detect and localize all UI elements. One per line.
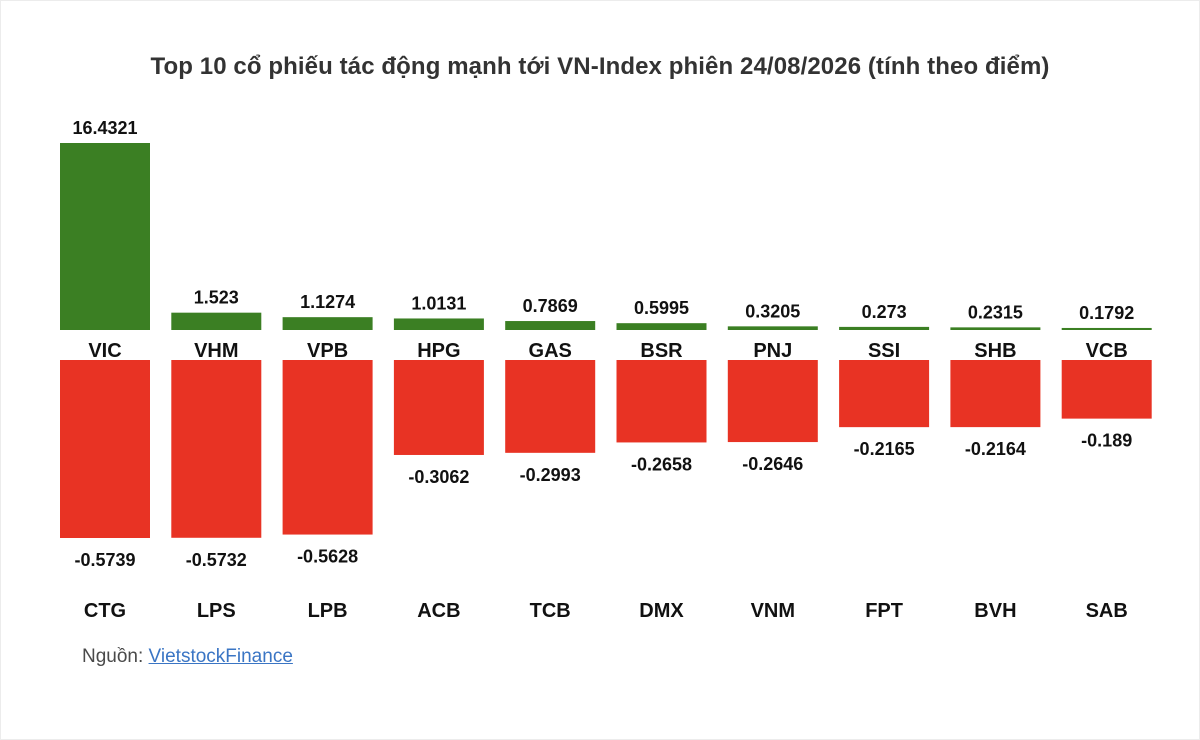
value-label-negative-sab: -0.189 [1081, 431, 1132, 451]
value-label-positive-ssi: 0.273 [862, 302, 907, 322]
value-label-negative-acb: -0.3062 [408, 467, 469, 487]
bar-positive-gas [505, 321, 596, 330]
value-label-positive-bsr: 0.5995 [634, 298, 689, 318]
bar-negative-acb [393, 360, 484, 455]
value-label-negative-bvh: -0.2164 [965, 439, 1026, 459]
category-label-negative-lps: LPS [197, 600, 236, 622]
bar-negative-ctg [60, 360, 150, 538]
bar-negative-sab [1061, 360, 1152, 419]
category-label-negative-acb: ACB [417, 600, 460, 622]
source-link[interactable]: VietstockFinance [148, 646, 293, 667]
value-label-positive-shb: 0.2315 [968, 302, 1023, 322]
category-label-positive-vpb: VPB [307, 340, 348, 362]
category-label-negative-fpt: FPT [865, 600, 903, 622]
bar-positive-ssi [839, 326, 930, 330]
bar-positive-vic [60, 143, 150, 330]
value-label-negative-vnm: -0.2646 [742, 454, 803, 474]
category-label-negative-dmx: DMX [639, 600, 684, 622]
value-label-positive-vhm: 1.523 [194, 288, 239, 308]
value-label-negative-dmx: -0.2658 [631, 454, 692, 474]
bar-negative-lps [171, 360, 262, 538]
category-label-positive-ssi: SSI [868, 340, 900, 362]
bar-positive-hpg [393, 318, 484, 330]
value-label-positive-vic: 16.4321 [72, 118, 137, 138]
value-label-positive-hpg: 1.0131 [411, 293, 466, 313]
bar-positive-vhm [171, 312, 262, 330]
source-note: Nguồn: VietstockFinance [82, 646, 293, 668]
value-label-positive-vpb: 1.1274 [300, 292, 355, 312]
category-label-positive-pnj: PNJ [753, 340, 792, 362]
category-label-negative-vnm: VNM [751, 600, 795, 622]
category-label-negative-tcb: TCB [530, 600, 571, 622]
bar-positive-bsr [616, 323, 707, 330]
category-label-positive-gas: GAS [529, 340, 572, 362]
bar-positive-shb [950, 327, 1041, 330]
value-label-negative-ctg: -0.5739 [74, 550, 135, 570]
source-prefix: Nguồn: [82, 646, 149, 667]
value-label-negative-lps: -0.5732 [186, 550, 247, 570]
value-label-negative-lpb: -0.5628 [297, 547, 358, 567]
category-label-positive-shb: SHB [974, 340, 1016, 362]
chart-title: Top 10 cổ phiếu tác động mạnh tới VN-Ind… [150, 53, 1050, 80]
bar-negative-dmx [616, 360, 707, 443]
bar-negative-tcb [505, 360, 596, 453]
bar-negative-fpt [839, 360, 930, 428]
value-label-positive-gas: 0.7869 [523, 296, 578, 316]
category-label-positive-vcb: VCB [1086, 340, 1128, 362]
value-label-negative-tcb: -0.2993 [520, 465, 581, 485]
value-label-negative-fpt: -0.2165 [854, 439, 915, 459]
category-label-negative-ctg: CTG [84, 600, 126, 622]
category-label-positive-vic: VIC [88, 340, 121, 362]
category-label-positive-vhm: VHM [194, 340, 238, 362]
category-label-negative-bvh: BVH [974, 600, 1016, 622]
category-label-negative-sab: SAB [1086, 600, 1128, 622]
category-label-positive-bsr: BSR [640, 340, 683, 362]
value-label-positive-pnj: 0.3205 [745, 301, 800, 321]
bar-positive-pnj [727, 326, 818, 330]
bar-positive-vpb [282, 317, 373, 330]
category-label-negative-lpb: LPB [308, 600, 348, 622]
bar-negative-bvh [950, 360, 1041, 428]
category-label-positive-hpg: HPG [417, 340, 460, 362]
bar-negative-vnm [727, 360, 818, 443]
value-label-positive-vcb: 0.1792 [1079, 303, 1134, 323]
bar-negative-lpb [282, 360, 373, 535]
bar-positive-vcb [1061, 327, 1152, 330]
